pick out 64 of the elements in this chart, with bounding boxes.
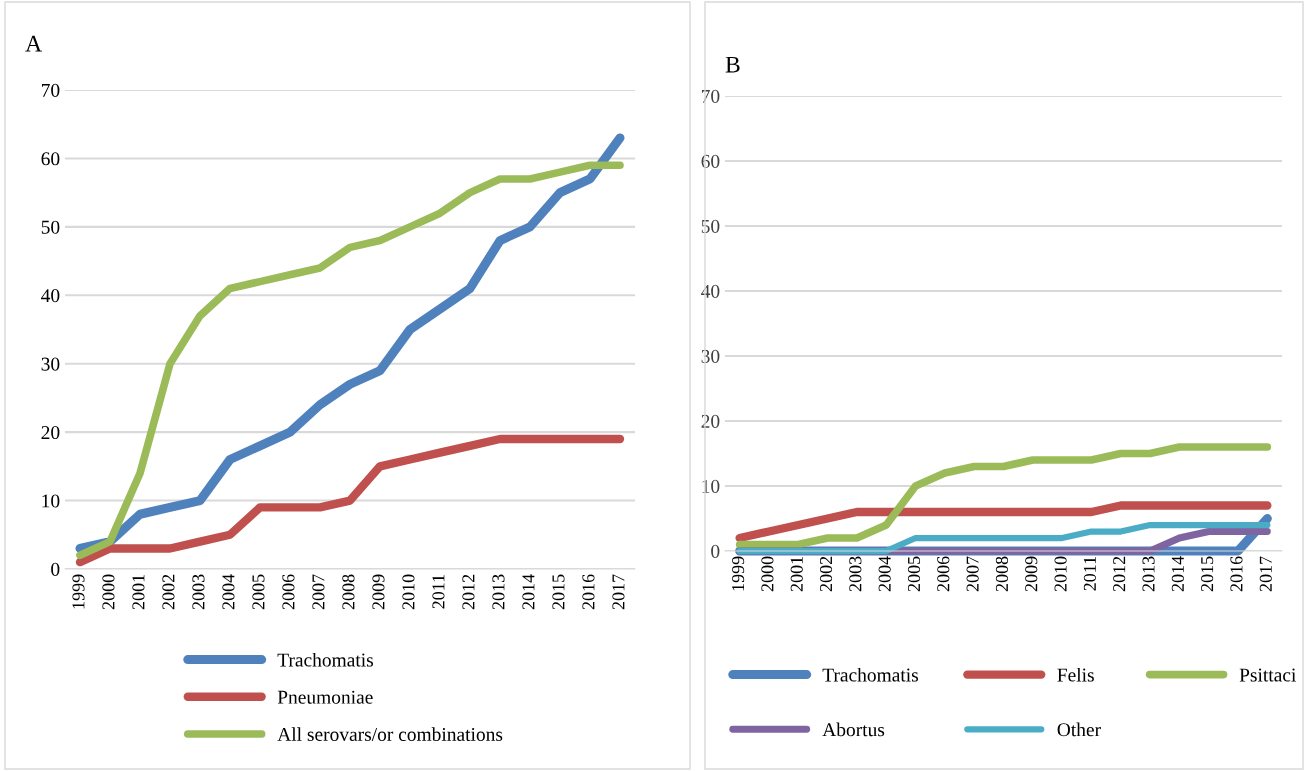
legend-label: Psittaci [1239, 668, 1296, 682]
x-tick-label: 2006 [937, 556, 950, 592]
x-tick-label: 2013 [492, 574, 505, 610]
x-tick-label: 2016 [1230, 556, 1243, 592]
x-tick-label: 2008 [995, 556, 1009, 592]
x-tick-label: 2006 [282, 574, 295, 610]
legend-label: Trachomatis [277, 652, 374, 667]
x-tick-label: 1999 [72, 574, 85, 609]
x-tick-label: 2011 [1083, 556, 1096, 591]
y-tick-label: 20 [41, 425, 60, 440]
y-tick-label: 70 [701, 89, 720, 103]
y-tick-label: 40 [41, 289, 60, 303]
legend-label: All serovars/or combinations [277, 727, 503, 741]
x-tick-label: 2010 [402, 574, 415, 610]
y-tick-label: 10 [702, 479, 720, 493]
x-tick-label: 2002 [162, 574, 175, 610]
x-tick-label: 2012 [462, 574, 475, 610]
x-tick-label: 2003 [849, 556, 862, 592]
x-tick-label: 2014 [1171, 556, 1184, 592]
y-tick-label: 0 [711, 544, 720, 558]
x-tick-label: 2017 [1259, 556, 1272, 592]
x-tick-label: 2012 [1113, 556, 1126, 592]
y-tick-label: 30 [701, 349, 720, 363]
y-tick-label: 20 [701, 414, 720, 428]
chart-title: A [25, 35, 42, 52]
x-tick-label: 1999 [732, 556, 745, 591]
y-tick-label: 60 [701, 154, 720, 168]
legend-label: Trachomatis [822, 667, 919, 682]
chart-title: B [725, 56, 740, 73]
y-tick-label: 70 [41, 83, 60, 97]
x-tick-label: 2004 [222, 574, 235, 610]
x-tick-label: 2000 [761, 556, 774, 592]
x-tick-label: 2008 [342, 574, 355, 610]
y-tick-label: 10 [42, 494, 60, 508]
y-tick-label: 50 [41, 220, 60, 234]
legend-label: Abortus [822, 722, 885, 737]
legend-label: Pneumoniae [277, 690, 373, 704]
x-tick-label: 2005 [907, 556, 921, 592]
x-tick-label: 2015 [1201, 556, 1214, 592]
x-tick-label: 2017 [612, 574, 625, 610]
x-tick-label: 2016 [582, 574, 595, 610]
x-tick-label: 2013 [1142, 556, 1155, 592]
x-tick-label: 2007 [312, 574, 325, 610]
x-tick-label: 2015 [552, 574, 565, 610]
x-tick-label: 2003 [192, 574, 205, 610]
x-tick-label: 2014 [522, 574, 535, 610]
x-tick-label: 2001 [790, 556, 803, 592]
x-tick-label: 2004 [878, 556, 891, 592]
x-tick-label: 2000 [102, 574, 115, 610]
y-tick-label: 60 [41, 152, 60, 166]
x-tick-label: 2007 [966, 556, 979, 592]
x-tick-label: 2009 [372, 574, 385, 610]
x-tick-label: 2001 [132, 574, 145, 610]
y-tick-label: 40 [701, 284, 720, 298]
y-tick-label: 0 [51, 562, 60, 576]
legend-label: Other [1057, 722, 1101, 737]
x-tick-label: 2010 [1054, 556, 1067, 592]
x-tick-label: 2011 [432, 574, 445, 609]
x-tick-label: 2009 [1025, 556, 1038, 592]
x-tick-label: 2005 [252, 574, 265, 610]
y-tick-label: 50 [701, 219, 720, 233]
legend-label: Felis [1057, 667, 1094, 682]
x-tick-label: 2002 [819, 556, 833, 592]
y-tick-label: 30 [41, 357, 60, 371]
